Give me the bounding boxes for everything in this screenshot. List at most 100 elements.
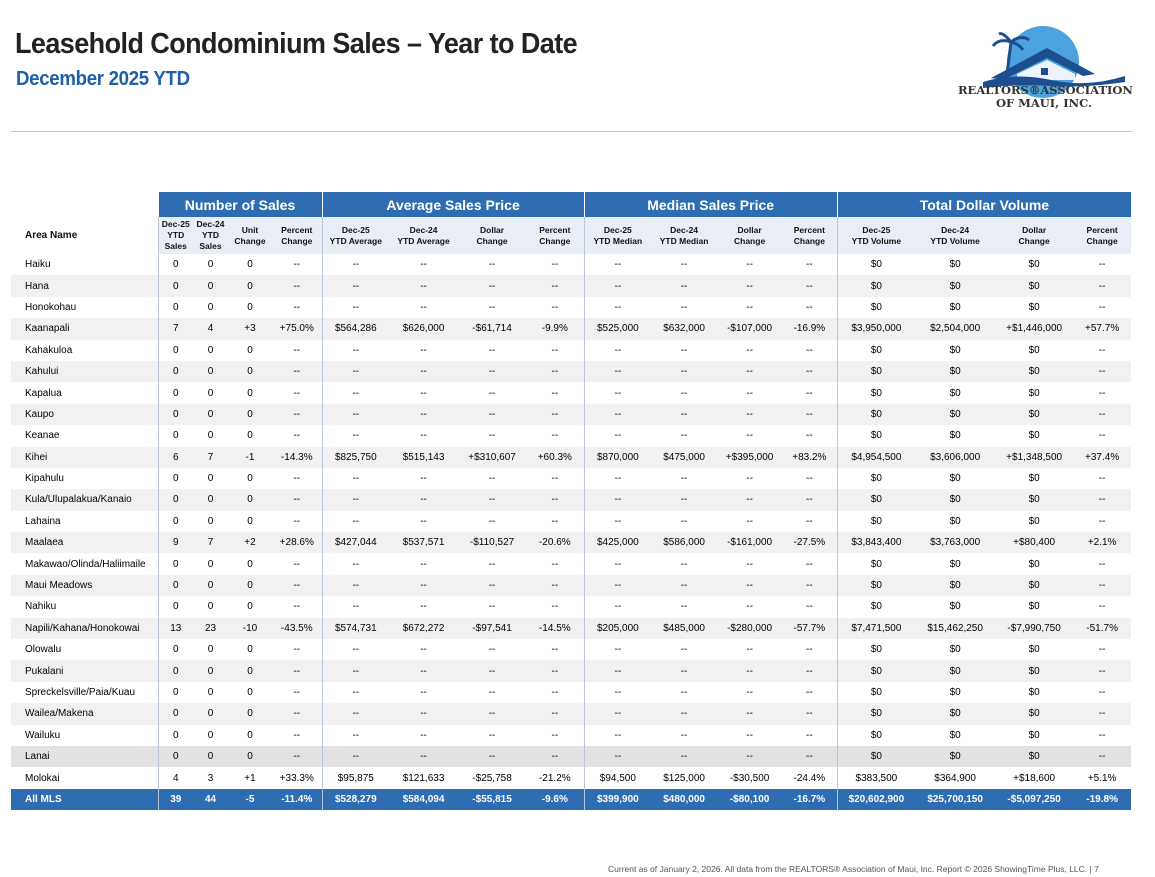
- table-cell: $537,571: [389, 532, 459, 554]
- table-cell: --: [321, 574, 390, 597]
- group-header-row: Number of Sales Average Sales Price Medi…: [11, 192, 1132, 217]
- table-cell: $0: [1028, 344, 1040, 356]
- table-cell: 0: [247, 344, 253, 356]
- area-name-cell: Hana: [11, 275, 158, 297]
- table-cell: +$18,600: [1013, 772, 1056, 784]
- table-row: Honokohau 0 0 0 -- -- -- -- -- -- -- -- -- $0 $0 $0 --: [11, 296, 1131, 319]
- table-cell: $0: [949, 259, 961, 271]
- table-cell: --: [389, 745, 459, 768]
- column-header: Percent Change: [526, 217, 585, 254]
- area-name-cell: Spreckelsville/Paia/Kuau: [25, 687, 136, 698]
- table-cell: -$5,097,250: [995, 788, 1074, 811]
- table-cell: --: [651, 574, 718, 597]
- table-cell: -10: [228, 617, 272, 640]
- table-cell: 0: [157, 596, 193, 618]
- logo-palm-icon: [991, 32, 1030, 75]
- table-cell: $0: [836, 574, 916, 597]
- table-cell: --: [651, 275, 718, 297]
- table-cell: --: [806, 344, 813, 356]
- table-cell: --: [746, 259, 753, 271]
- table-cell: --: [293, 515, 301, 527]
- table-cell: $825,750: [321, 446, 390, 468]
- table-cell: --: [1073, 574, 1132, 597]
- table-cell: $0: [915, 703, 996, 725]
- area-name-cell: Maalaea: [11, 532, 158, 554]
- table-cell: --: [272, 660, 323, 682]
- table-cell: --: [458, 745, 527, 768]
- table-cell: --: [1098, 387, 1106, 399]
- table-cell: $0: [1028, 515, 1040, 527]
- table-cell: --: [420, 344, 427, 356]
- area-name-cell: Keanae: [25, 430, 60, 442]
- table-cell: --: [717, 403, 783, 426]
- table-cell: --: [680, 344, 688, 356]
- table-cell: --: [1098, 644, 1106, 656]
- table-cell: 0: [247, 515, 253, 527]
- table-cell: $0: [915, 275, 996, 297]
- table-cell: --: [321, 724, 390, 746]
- table-cell: --: [1073, 403, 1132, 426]
- table-cell: $475,000: [651, 446, 718, 468]
- table-cell: --: [389, 403, 459, 426]
- table-cell: --: [293, 644, 301, 656]
- table-cell: --: [389, 660, 459, 682]
- table-cell: $0: [836, 553, 916, 575]
- table-cell: $0: [995, 703, 1074, 725]
- column-header: Dec-24 YTD Volume: [915, 217, 996, 254]
- table-row: Kahului 0 0 0 -- -- -- -- -- -- -- -- -- $0 $0 $0 --: [11, 360, 1132, 383]
- table-cell: --: [583, 703, 652, 725]
- table-cell: -$107,000: [717, 318, 783, 340]
- table-cell: --: [420, 687, 427, 698]
- table-cell: --: [420, 259, 427, 271]
- table-cell: 0: [207, 344, 214, 356]
- table-cell: 0: [193, 574, 228, 597]
- table-cell: 0: [228, 360, 272, 383]
- table-cell: --: [782, 745, 838, 768]
- table-cell: --: [526, 660, 585, 682]
- table-cell: --: [680, 387, 688, 399]
- area-name-cell: Kula/Ulupalakua/Kanaio: [11, 489, 158, 511]
- table-cell: --: [1098, 259, 1106, 271]
- table-cell: +2: [228, 532, 272, 554]
- table-cell: --: [583, 553, 652, 575]
- table-cell: 0: [247, 473, 253, 485]
- table-cell: --: [420, 558, 427, 570]
- table-cell: -$97,541: [458, 617, 527, 640]
- area-name-cell: Kahakuloa: [25, 344, 73, 356]
- table-cell: --: [583, 489, 652, 511]
- table-cell: $0: [836, 681, 916, 704]
- table-row: Pukalani 0 0 0 -- -- -- -- -- -- -- -- -- $0 $0 $0 --: [11, 660, 1132, 682]
- table-cell: --: [746, 430, 753, 442]
- table-cell: +28.6%: [272, 532, 323, 554]
- table-cell: --: [583, 681, 652, 704]
- table-cell: --: [806, 644, 813, 656]
- table-cell: --: [806, 729, 813, 741]
- column-header-row: Area Name Dec-25 YTD Sales Dec-24 YTD Sales Uni…: [11, 217, 1132, 254]
- table-cell: $3,950,000: [836, 318, 916, 340]
- table-cell: 0: [228, 275, 272, 297]
- table-cell: --: [488, 729, 496, 741]
- table-cell: --: [806, 301, 813, 313]
- table-cell: --: [420, 473, 427, 485]
- table-cell: +83.2%: [782, 446, 838, 468]
- table-cell: --: [1098, 558, 1106, 570]
- table-row: Molokai 4 3 +1 +33.3% $95,875 $121,633 -$25,758…: [11, 767, 1131, 789]
- table-cell: --: [321, 510, 390, 533]
- table-cell: -$80,100: [717, 788, 783, 811]
- table-cell: --: [746, 387, 753, 399]
- table-cell: 0: [193, 360, 228, 383]
- table-cell: $0: [1028, 301, 1040, 313]
- sales-table: Number of Sales Average Sales Price Medi…: [11, 192, 1132, 811]
- table-row: Hana 0 0 0 -- -- -- -- -- -- -- -- -- $0 $0 $0 --: [11, 275, 1132, 297]
- table-cell: +2.1%: [1073, 532, 1132, 554]
- table-cell: 0: [157, 745, 193, 768]
- column-header: Unit Change: [228, 217, 272, 254]
- table-cell: --: [272, 360, 323, 383]
- table-cell: --: [746, 644, 753, 656]
- table-cell: --: [458, 275, 527, 297]
- table-cell: $0: [995, 403, 1074, 426]
- table-cell: $0: [995, 574, 1074, 597]
- table-cell: 0: [193, 660, 228, 682]
- area-name-cell: Honokohau: [25, 301, 77, 313]
- table-cell: -$55,815: [458, 788, 527, 811]
